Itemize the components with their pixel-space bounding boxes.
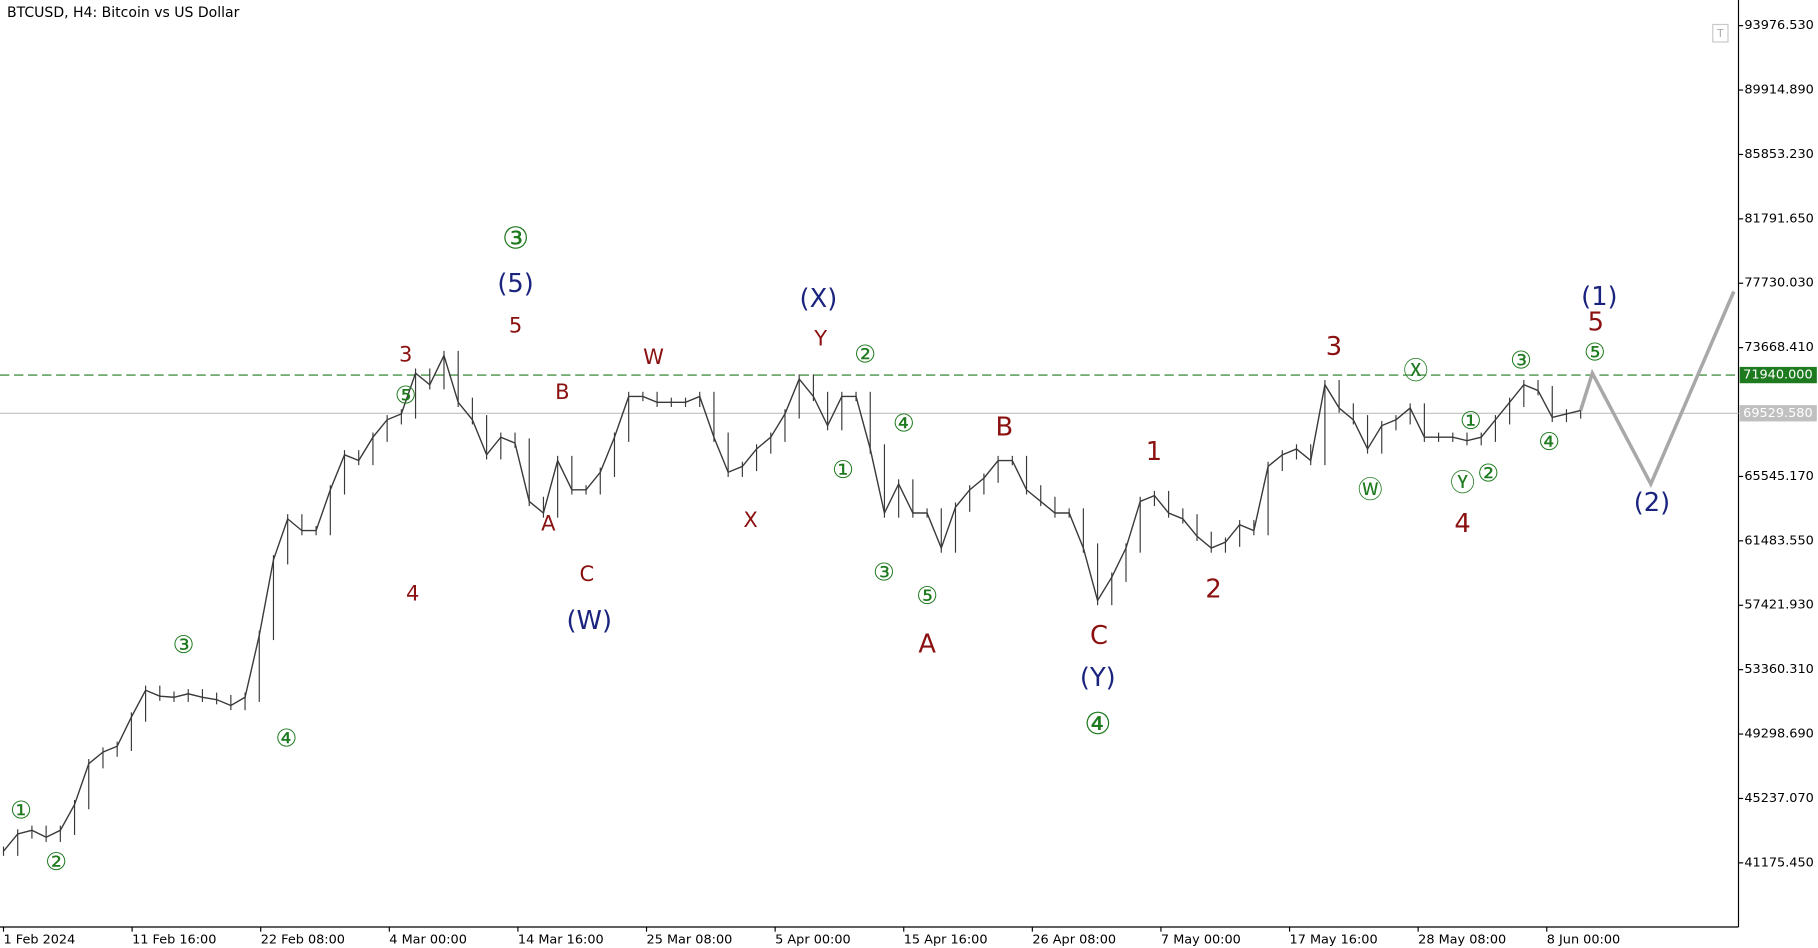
toolbar-button[interactable]: [1712, 23, 1729, 43]
y-tick-label: 81791.650: [1744, 211, 1813, 226]
wave-label: ②: [1477, 459, 1499, 488]
price-label-box: [1739, 366, 1817, 384]
y-tick-label: 89914.890: [1744, 83, 1813, 98]
y-tick-label: 77730.030: [1744, 276, 1813, 291]
wave-label: ②: [854, 340, 876, 369]
y-tick-label: 73668.410: [1744, 340, 1813, 355]
wave-label: ③: [502, 222, 529, 257]
wave-label: (2): [1634, 488, 1670, 518]
wave-label: 4: [406, 581, 419, 606]
wave-label: ①: [10, 796, 32, 825]
price-label: 69529.580: [1743, 406, 1812, 421]
wave-label: 2: [1205, 575, 1221, 605]
wave-label: Ⓧ: [1404, 356, 1429, 385]
x-tick-label: 7 May 00:00: [1161, 932, 1241, 947]
wave-label: (1): [1581, 282, 1617, 312]
wave-label: ④: [1084, 707, 1111, 742]
wave-label: ③: [173, 630, 195, 659]
wave-label: ①: [1460, 406, 1482, 435]
y-tick-label: 61483.550: [1744, 533, 1813, 548]
wave-label: ②: [45, 847, 67, 876]
wave-label: W: [643, 344, 664, 369]
wave-label: ⑤: [916, 581, 938, 610]
x-tick-label: 25 Mar 08:00: [647, 932, 733, 947]
price-label: 71940.000: [1743, 368, 1812, 383]
wave-label: ③: [1510, 345, 1532, 374]
wave-label: C: [1090, 621, 1108, 651]
x-tick-label: 11 Feb 16:00: [132, 932, 216, 947]
wave-label: (X): [800, 284, 838, 314]
chart-title: BTCUSD, H4: Bitcoin vs US Dollar: [7, 5, 240, 21]
wave-label: ③: [873, 558, 895, 587]
wave-label: C: [580, 561, 595, 586]
wave-label: ①: [832, 455, 854, 484]
wave-label: ④: [1538, 427, 1560, 456]
wave-label: 5: [1588, 308, 1604, 338]
forecast-line: [1578, 290, 1736, 489]
x-tick-label: 28 May 08:00: [1418, 932, 1506, 947]
y-tick-label: 65545.170: [1744, 469, 1813, 484]
wave-label: ④: [275, 723, 297, 752]
x-tick-label: 4 Mar 00:00: [389, 932, 467, 947]
wave-label: Ⓨ: [1450, 468, 1475, 497]
price-label-box: [1739, 405, 1817, 422]
x-tick-label: 17 May 16:00: [1290, 932, 1378, 947]
wave-label: 3: [399, 342, 412, 367]
x-tick-label: 1 Feb 2024: [4, 932, 76, 947]
wave-label: 5: [509, 313, 522, 338]
price-line-series: [2, 353, 1581, 852]
wave-label: A: [918, 629, 936, 659]
y-tick-label: 85853.230: [1744, 147, 1813, 162]
wave-label: 3: [1326, 332, 1342, 362]
wave-label: 1: [1146, 437, 1162, 467]
toolbar-icon: T: [1716, 28, 1724, 40]
wave-label: B: [995, 412, 1013, 442]
wave-label: ④: [893, 408, 915, 437]
wave-label: Y: [813, 325, 827, 350]
wave-label: (Y): [1080, 663, 1116, 693]
wave-label: ⑤: [1584, 337, 1606, 366]
wave-label: A: [541, 511, 556, 536]
x-tick-label: 8 Jun 00:00: [1547, 932, 1620, 947]
y-tick-label: 45237.070: [1744, 791, 1813, 806]
x-tick-label: 5 Apr 00:00: [775, 932, 851, 947]
wave-label: B: [555, 379, 569, 404]
wave-label: X: [743, 507, 757, 532]
y-tick-label: 57421.930: [1744, 598, 1813, 613]
wave-label: ⑤: [395, 380, 417, 409]
wave-label: Ⓦ: [1358, 475, 1383, 504]
wave-label: (W): [567, 606, 612, 636]
wave-label: (5): [497, 269, 533, 299]
y-tick-label: 41175.450: [1744, 855, 1813, 870]
x-tick-label: 22 Feb 08:00: [261, 932, 345, 947]
y-tick-label: 93976.530: [1744, 18, 1813, 33]
x-tick-label: 15 Apr 16:00: [904, 932, 988, 947]
y-tick-label: 53360.310: [1744, 662, 1813, 677]
wave-label: 4: [1454, 509, 1470, 539]
x-tick-label: 14 Mar 16:00: [518, 932, 604, 947]
y-tick-label: 49298.690: [1744, 727, 1813, 742]
x-tick-label: 26 Apr 08:00: [1032, 932, 1116, 947]
